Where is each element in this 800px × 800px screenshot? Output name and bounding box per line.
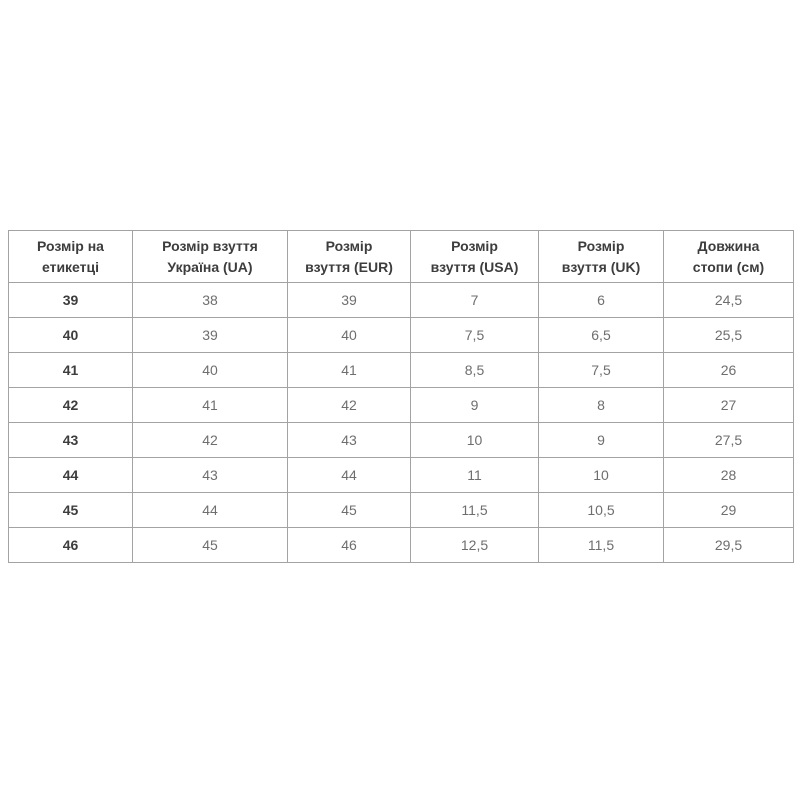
table-cell: 39 [132, 317, 288, 353]
table-cell: 44 [287, 457, 411, 493]
header-text: Розмір взуття [162, 238, 258, 255]
header-text: взуття (UK) [561, 258, 641, 275]
table-cell: 12,5 [410, 527, 539, 563]
header-text: Розмір на [37, 238, 104, 255]
header-text: етикетці [41, 258, 100, 275]
table-cell: 43 [287, 422, 411, 458]
header-uk-size: Розмір взуття (UK) [538, 230, 664, 283]
table-cell: 40 [132, 352, 288, 388]
table-cell: 7,5 [410, 317, 539, 353]
table-row: 41 40 41 8,5 7,5 26 [8, 352, 794, 388]
table-cell: 11,5 [538, 527, 664, 563]
header-text: Розмір [325, 238, 373, 255]
header-text: взуття (USA) [430, 258, 519, 275]
table-cell: 11,5 [410, 492, 539, 528]
table-row: 45 44 45 11,5 10,5 29 [8, 492, 794, 528]
table-cell: 25,5 [663, 317, 794, 353]
table-cell: 45 [287, 492, 411, 528]
table-cell: 38 [132, 282, 288, 318]
table-cell: 41 [287, 352, 411, 388]
table-row: 39 38 39 7 6 24,5 [8, 282, 794, 318]
header-ua-size: Розмір взуття Україна (UA) [132, 230, 288, 283]
table-cell: 10 [538, 457, 664, 493]
table-cell: 8,5 [410, 352, 539, 388]
header-text: Довжина [697, 238, 760, 255]
table-cell: 6,5 [538, 317, 664, 353]
header-foot-length: Довжина стопи (см) [663, 230, 794, 283]
row-label-cell: 41 [8, 352, 133, 388]
table-row: 46 45 46 12,5 11,5 29,5 [8, 527, 794, 563]
table-cell: 41 [132, 387, 288, 423]
shoe-size-conversion-table: Розмір на етикетці Розмір взуття Україна… [8, 230, 794, 563]
header-text: Розмір [577, 238, 625, 255]
table-cell: 44 [132, 492, 288, 528]
header-text: Україна (UA) [167, 258, 253, 275]
header-eur-size: Розмір взуття (EUR) [287, 230, 411, 283]
header-text: взуття (EUR) [305, 258, 393, 275]
header-text: Розмір [451, 238, 498, 255]
table-cell: 6 [538, 282, 664, 318]
table-cell: 45 [132, 527, 288, 563]
table-cell: 39 [287, 282, 411, 318]
table-cell: 10 [410, 422, 539, 458]
table-cell: 40 [287, 317, 411, 353]
table-row: 42 41 42 9 8 27 [8, 387, 794, 423]
table-cell: 7 [410, 282, 539, 318]
table-cell: 9 [538, 422, 664, 458]
row-label-cell: 44 [8, 457, 133, 493]
header-label-size: Розмір на етикетці [8, 230, 133, 283]
table-cell: 46 [287, 527, 411, 563]
table-row: 44 43 44 11 10 28 [8, 457, 794, 493]
row-label-cell: 39 [8, 282, 133, 318]
table-cell: 10,5 [538, 492, 664, 528]
table-cell: 29,5 [663, 527, 794, 563]
header-usa-size: Розмір взуття (USA) [410, 230, 539, 283]
row-label-cell: 40 [8, 317, 133, 353]
table-cell: 24,5 [663, 282, 794, 318]
table-cell: 26 [663, 352, 794, 388]
table-header-row: Розмір на етикетці Розмір взуття Україна… [8, 230, 794, 283]
row-label-cell: 43 [8, 422, 133, 458]
table-cell: 27,5 [663, 422, 794, 458]
row-label-cell: 46 [8, 527, 133, 563]
table-cell: 29 [663, 492, 794, 528]
table-cell: 28 [663, 457, 794, 493]
header-text: стопи (см) [692, 258, 765, 275]
table-cell: 8 [538, 387, 664, 423]
table-cell: 7,5 [538, 352, 664, 388]
table-cell: 9 [410, 387, 539, 423]
table-cell: 27 [663, 387, 794, 423]
table-cell: 42 [132, 422, 288, 458]
table-row: 40 39 40 7,5 6,5 25,5 [8, 317, 794, 353]
row-label-cell: 45 [8, 492, 133, 528]
table-row: 43 42 43 10 9 27,5 [8, 422, 794, 458]
table-cell: 11 [410, 457, 539, 493]
table-cell: 42 [287, 387, 411, 423]
row-label-cell: 42 [8, 387, 133, 423]
table-cell: 43 [132, 457, 288, 493]
